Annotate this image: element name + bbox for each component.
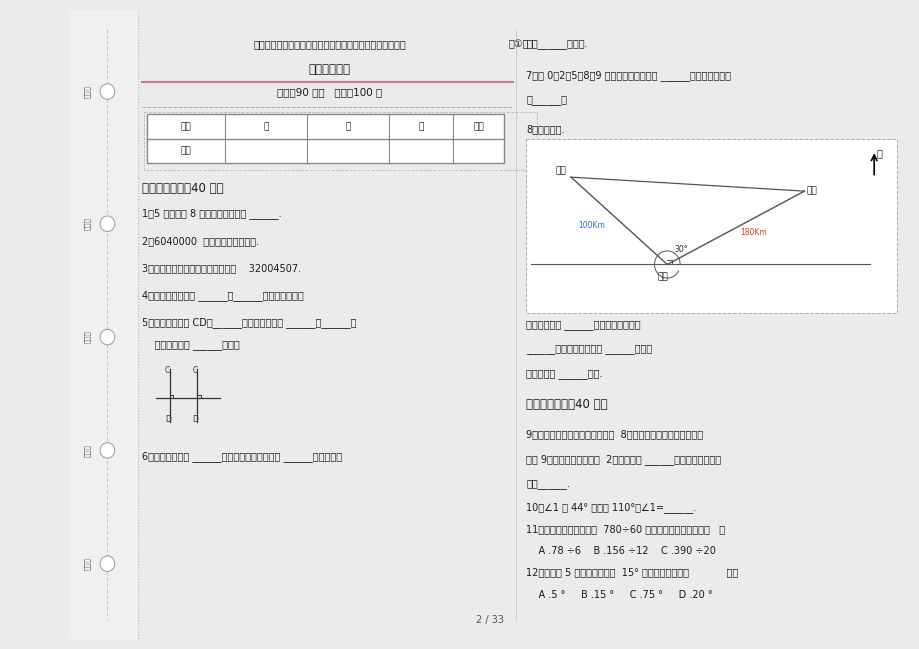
Bar	[526, 139, 896, 313]
Text: C: C	[192, 366, 198, 374]
Text: 上，距车站 ______千米.: 上，距车站 ______千米.	[526, 369, 602, 378]
Text: 二、综合练习（40 分）: 二、综合练习（40 分）	[526, 398, 607, 411]
Text: 得分: 得分	[180, 147, 191, 155]
Text: 9．一个九位数最高位上的数字是  8，从右往左数，第三位上的数: 9．一个九位数最高位上的数字是 8，从右往左数，第三位上的数	[526, 429, 703, 439]
Text: 考号：: 考号：	[84, 557, 90, 570]
Text: 7．用 0、2、5、8、9 组成最大的五位数是 ______，最小的五位数: 7．用 0、2、5、8、9 组成最大的五位数是 ______，最小的五位数	[526, 70, 731, 80]
Text: 5．如图中，直线 CD有______条垂线，分别是 ______和______，: 5．如图中，直线 CD有______条垂线，分别是 ______和______，	[142, 317, 357, 328]
Text: 学校：: 学校：	[84, 85, 90, 98]
Bar	[69, 10, 138, 639]
Text: 王庄: 王庄	[805, 187, 816, 195]
Bar	[147, 114, 503, 163]
Text: A .5 °     B .15 °     C .75 °     D .20 °: A .5 ° B .15 ° C .75 ° D .20 °	[526, 590, 712, 600]
Text: 总分: 总分	[472, 122, 483, 131]
Text: 王庄在车站的 ______度方向上，距车站: 王庄在车站的 ______度方向上，距车站	[526, 320, 641, 330]
Text: 考场：: 考场：	[84, 444, 90, 457]
Text: A .78 ÷6    B .156 ÷12    C .390 ÷20: A .78 ÷6 B .156 ÷12 C .390 ÷20	[526, 546, 716, 556]
Text: 这两条垂线是 ______关系。: 这两条垂线是 ______关系。	[142, 339, 240, 350]
Text: 姓名：: 姓名：	[84, 331, 90, 343]
Text: 8．看图填空.: 8．看图填空.	[526, 124, 564, 134]
Text: 北: 北	[876, 149, 882, 158]
Text: 一: 一	[263, 122, 268, 131]
Circle shape	[100, 443, 115, 458]
Circle shape	[100, 216, 115, 232]
Text: 字是 9，其余各位上的数是  2，这个数是 ______，四舍五入到亿位: 字是 9，其余各位上的数是 2，这个数是 ______，四舍五入到亿位	[526, 454, 720, 465]
Text: 2 / 33: 2 / 33	[475, 615, 504, 625]
Text: 一、基础练习（40 分）: 一、基础练习（40 分）	[142, 182, 223, 195]
Text: 12．用一个 5 倍的放大镜观察  15° 的角，这个角是（            ）。: 12．用一个 5 倍的放大镜观察 15° 的角，这个角是（ ）。	[526, 567, 738, 578]
Text: 车站: 车站	[657, 272, 667, 281]
Text: 三: 三	[418, 122, 424, 131]
Text: ______千米，李庄在车站 ______度方向: ______千米，李庄在车站 ______度方向	[526, 345, 652, 354]
Circle shape	[100, 329, 115, 345]
Text: 30°: 30°	[674, 245, 687, 254]
Text: 题号: 题号	[180, 122, 191, 131]
Text: 李庄: 李庄	[555, 166, 566, 175]
Text: 部编版专题综合四年级上学期小学数学期中真题模拟试卷卷: 部编版专题综合四年级上学期小学数学期中真题模拟试卷卷	[253, 39, 405, 49]
Text: 11．下面的算式中与算式  780÷60 的计算结果不相同的是（   ）: 11．下面的算式中与算式 780÷60 的计算结果不相同的是（ ）	[526, 524, 725, 534]
Text: 约是______.: 约是______.	[526, 479, 570, 489]
Text: 100Km: 100Km	[578, 221, 605, 230]
Text: 是______。: 是______。	[526, 95, 567, 105]
Text: （①）: （①）	[507, 39, 528, 49]
Text: 10．∠1 与 44° 的和是 110°，∠1=______.: 10．∠1 与 44° 的和是 110°，∠1=______.	[526, 502, 696, 513]
Text: 1．5 个十万和 8 个一千组成的数是 ______.: 1．5 个十万和 8 个一千组成的数是 ______.	[142, 208, 281, 219]
Text: 2．6040000  读作：六百万零四千.: 2．6040000 读作：六百万零四千.	[142, 236, 259, 246]
Text: D: D	[192, 415, 199, 424]
Text: 时间：90 分钟   满分：100 分: 时间：90 分钟 满分：100 分	[277, 88, 382, 97]
Text: 3．三千二百万零四千五百零七写作    32004507.: 3．三千二百万零四千五百零七写作 32004507.	[142, 263, 301, 273]
Text: 180Km: 180Km	[740, 228, 766, 237]
Text: 二: 二	[345, 122, 350, 131]
Text: 4．最小的自然数是 ______，______最大的自然数。: 4．最小的自然数是 ______，______最大的自然数。	[142, 290, 303, 301]
Bar	[144, 112, 537, 170]
Circle shape	[100, 84, 115, 99]
Circle shape	[100, 556, 115, 572]
Text: 6．过一点可以画 ______条直线；过两点可以画 ______条直线；线: 6．过一点可以画 ______条直线；过两点可以画 ______条直线；线	[142, 451, 342, 462]
Text: 班级：: 班级：	[84, 217, 90, 230]
Text: C: C	[165, 366, 170, 374]
Text: 段有______个端点.: 段有______个端点.	[526, 39, 587, 49]
Text: 知识练习试卷: 知识练习试卷	[309, 63, 350, 76]
Text: D: D	[165, 415, 171, 424]
